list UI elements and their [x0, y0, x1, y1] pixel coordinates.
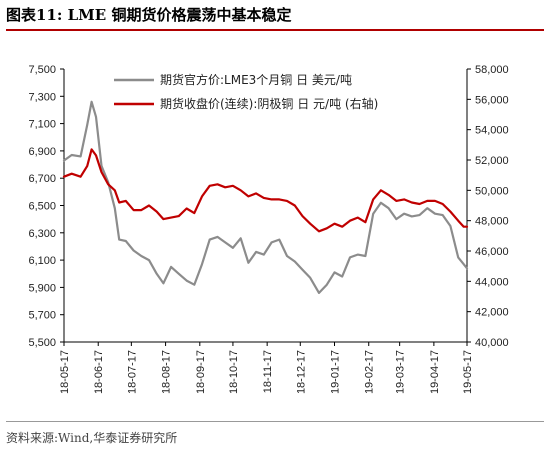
y-tick-label: 7,300: [28, 91, 56, 103]
x-tick-label: 18-09-17: [195, 350, 207, 394]
source-note: 资料来源:Wind,华泰证券研究所: [6, 431, 178, 445]
x-tick-label: 19-02-17: [364, 350, 376, 394]
y2-tick-label: 50,000: [475, 185, 509, 197]
x-tick-label: 19-01-17: [330, 350, 342, 394]
y2-tick-label: 42,000: [475, 307, 509, 319]
series-line-1: [62, 100, 469, 294]
y2-tick-label: 52,000: [475, 155, 509, 167]
figure-title: 图表11: LME 铜期货价格震荡中基本稳定: [6, 6, 292, 24]
x-tick-label: 18-06-17: [93, 350, 105, 394]
legend-label-1: 期货官方价:LME3个月铜 日 美元/吨: [160, 72, 352, 87]
y-tick-label: 5,700: [28, 310, 56, 322]
x-tick-label: 18-10-17: [228, 350, 240, 394]
y2-tick-label: 54,000: [475, 125, 509, 137]
y2-tick-label: 48,000: [475, 216, 509, 228]
source-rule: [6, 421, 544, 422]
y-tick-label: 5,900: [28, 282, 56, 294]
y-tick-label: 6,700: [28, 173, 56, 185]
x-tick-label: 18-07-17: [126, 350, 138, 394]
y-tick-label: 6,900: [28, 146, 56, 158]
y2-tick-label: 56,000: [475, 94, 509, 106]
x-tick-label: 18-11-17: [262, 350, 274, 393]
y-tick-label: 7,500: [28, 64, 56, 76]
x-tick-label: 19-05-17: [462, 350, 474, 394]
x-tick-label: 18-12-17: [295, 350, 307, 394]
y-tick-label: 6,500: [28, 201, 56, 213]
x-tick-label: 19-04-17: [429, 350, 441, 394]
y-tick-label: 6,300: [28, 228, 56, 240]
y-tick-label: 5,500: [28, 337, 56, 349]
legend-label-2: 期货收盘价(连续):阴极铜 日 元/吨 (右轴): [160, 96, 378, 111]
y2-tick-label: 44,000: [475, 276, 509, 288]
title-rule: [6, 29, 544, 31]
y2-tick-label: 46,000: [475, 246, 509, 258]
series-line-2: [62, 148, 469, 233]
x-tick-label: 18-05-17: [59, 350, 71, 394]
chart-series: [62, 100, 469, 294]
chart-axes: 5,500 5,700 5,900 6,100 6,300 6,500 6,700 6,900…: [28, 64, 508, 394]
y-tick-label: 7,100: [28, 119, 56, 131]
y2-tick-label: 58,000: [475, 64, 509, 76]
x-tick-label: 19-03-17: [395, 350, 407, 394]
x-tick-label: 18-08-17: [161, 350, 173, 394]
y-tick-label: 6,100: [28, 255, 56, 267]
y2-tick-label: 40,000: [475, 337, 509, 349]
